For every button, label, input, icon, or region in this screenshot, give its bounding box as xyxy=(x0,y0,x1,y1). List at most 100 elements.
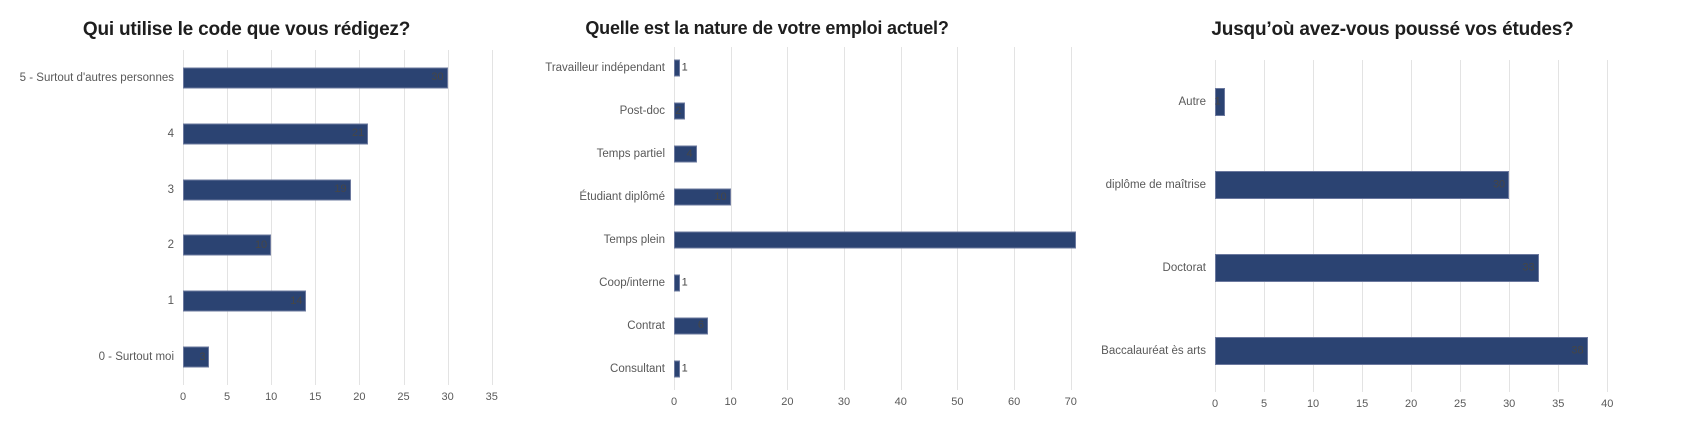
bar: 3 xyxy=(183,346,210,368)
bar: 19 xyxy=(183,179,351,201)
data-label: 4 xyxy=(686,147,693,160)
bar-row: Coop/interne 1 xyxy=(525,261,1077,304)
bar-track: 19 xyxy=(183,162,497,218)
gridline xyxy=(1313,60,1315,392)
x-tick-label: 0 xyxy=(1211,398,1219,410)
bar: 10 xyxy=(674,188,731,206)
category-label: 5 - Surtout d'autres personnes xyxy=(19,71,174,84)
bar-row: 5 - Surtout d'autres personnes 30 xyxy=(0,50,497,106)
data-label: 1 xyxy=(681,61,688,74)
category-label: Étudiant diplômé xyxy=(579,191,665,204)
gridline xyxy=(227,50,229,385)
bar-row: Étudiant diplômé 10 xyxy=(525,176,1077,219)
x-tick-label: 60 xyxy=(1007,396,1021,408)
x-tick-label: 5 xyxy=(224,391,231,403)
x-tick-label: 35 xyxy=(485,391,498,403)
category-label: 0 - Surtout moi xyxy=(98,351,174,364)
category-label: Coop/interne xyxy=(599,276,665,289)
x-tick-label: 40 xyxy=(1601,398,1614,410)
gridline xyxy=(900,47,902,390)
bar xyxy=(674,231,1077,249)
gridline xyxy=(403,50,405,385)
bar: 2 xyxy=(674,102,686,120)
category-label: Temps plein xyxy=(603,233,665,246)
bar-row: Post-doc 2 xyxy=(525,90,1077,133)
category-label: 1 xyxy=(167,295,174,308)
gridline xyxy=(1070,47,1072,390)
data-label: 30 xyxy=(431,71,444,84)
bar-track: 21 xyxy=(183,106,497,162)
category-label: Doctorat xyxy=(1162,261,1206,274)
gridline xyxy=(1215,60,1216,392)
bar: 4 xyxy=(674,145,697,163)
category-label: 4 xyxy=(167,127,174,140)
gridline xyxy=(674,47,675,390)
bar: 33 xyxy=(1215,253,1539,282)
bar xyxy=(674,360,680,378)
x-tick-label: 10 xyxy=(1306,398,1320,410)
bar-row: 4 21 xyxy=(0,106,497,162)
plot-rows: Autre 1 diplôme de maîtrise 30 Doctorat 33 Bac… xyxy=(1085,60,1620,392)
bar: 10 xyxy=(183,234,272,256)
bar-track: 10 xyxy=(183,217,497,273)
bar-row: 0 - Surtout moi 3 xyxy=(0,329,497,385)
gridline xyxy=(787,47,789,390)
data-label: 30 xyxy=(1492,178,1506,190)
gridline xyxy=(1509,60,1511,392)
bar-row: diplôme de maîtrise 30 xyxy=(1085,143,1620,226)
bar-track: 10 xyxy=(674,176,1077,219)
x-tick-label: 20 xyxy=(1405,398,1418,410)
bar-row: 2 10 xyxy=(0,217,497,273)
data-label: 1 xyxy=(681,276,688,289)
x-tick-label: 10 xyxy=(724,396,737,408)
x-tick-label: 70 xyxy=(1064,396,1077,408)
category-label: Baccalauréat ès arts xyxy=(1101,344,1206,357)
gridline xyxy=(315,50,317,385)
bar-row: Temps plein xyxy=(525,219,1077,262)
gridline xyxy=(271,50,273,385)
data-label: 1 xyxy=(1214,95,1221,107)
bar-track: 38 xyxy=(1215,309,1620,392)
data-label: 6 xyxy=(697,319,704,332)
category-label: Temps partiel xyxy=(596,148,665,161)
bar-row: Temps partiel 4 xyxy=(525,133,1077,176)
bar-track: 30 xyxy=(183,50,497,106)
gridline xyxy=(1607,60,1609,392)
gridline xyxy=(1411,60,1413,392)
plot-gridlines xyxy=(183,50,497,385)
x-tick-label: 30 xyxy=(837,396,851,408)
plot-gridlines xyxy=(674,47,1077,390)
x-tick-label: 40 xyxy=(894,396,907,408)
x-tick-label: 10 xyxy=(265,391,278,403)
bar-track: 1 xyxy=(674,47,1077,90)
x-axis: 0 5 10 15 20 25 30 35 40 xyxy=(1211,398,1620,414)
bar xyxy=(674,274,680,292)
bar-track: 2 xyxy=(674,90,1077,133)
category-label: Autre xyxy=(1178,95,1207,108)
x-tick-label: 25 xyxy=(1454,398,1467,410)
x-tick-label: 30 xyxy=(1503,398,1516,410)
data-label: 38 xyxy=(1571,344,1584,356)
x-tick-label: 15 xyxy=(309,391,322,403)
plot-rows: Travailleur indépendant 1 Post-doc 2 Temps p… xyxy=(525,47,1077,390)
data-label: 14 xyxy=(290,294,303,307)
x-tick-label: 20 xyxy=(781,396,794,408)
data-label: 19 xyxy=(334,183,347,196)
gridline xyxy=(359,50,361,385)
bar: 30 xyxy=(1215,170,1510,199)
gridline xyxy=(447,50,449,385)
bar-row: Autre 1 xyxy=(1085,60,1620,143)
chart-title: Quelle est la nature de votre emploi act… xyxy=(585,17,949,38)
data-label: 33 xyxy=(1522,261,1535,273)
chart-code-users: Qui utilise le code que vous rédigez? 5 … xyxy=(0,0,525,424)
bar xyxy=(674,59,680,77)
bar-track: 14 xyxy=(183,273,497,329)
x-tick-label: 25 xyxy=(397,391,410,403)
bar-track xyxy=(674,219,1077,262)
x-axis: 0 10 20 30 40 50 60 70 xyxy=(670,396,1077,412)
bar-row: 1 14 xyxy=(0,273,497,329)
x-tick-label: 0 xyxy=(670,396,678,408)
bar-row: Travailleur indépendant 1 xyxy=(525,47,1077,90)
gridline xyxy=(1014,47,1016,390)
gridline xyxy=(844,47,846,390)
